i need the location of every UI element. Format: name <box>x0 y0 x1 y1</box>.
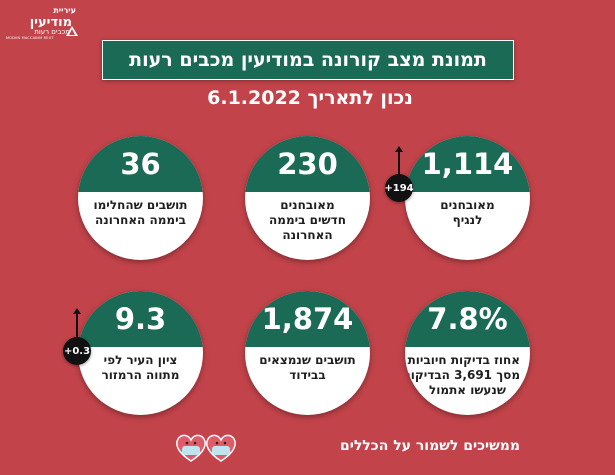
city-logo: עיריית מודיעין מכבים רעות MODIIN MACCABI… <box>6 6 78 40</box>
card-description: תושבים שנמצאים בבידוד <box>259 353 356 382</box>
logo-city-name: מודיעין <box>29 15 72 30</box>
masked-hearts-icon <box>176 434 236 462</box>
up-arrow-icon <box>395 146 403 152</box>
change-badge: +194 <box>384 174 414 202</box>
logo-english-name: MODIIN MACCABIM REUT <box>6 36 54 40</box>
card-value: 1,114 <box>421 147 514 181</box>
card-description: תושבים שהחלימו ביממה האחרונה <box>93 198 188 227</box>
card-description: ציון העיר לפי מתווה הרמזור <box>101 353 180 382</box>
logo-mark-icon <box>66 26 78 36</box>
card-value: 9.3 <box>114 302 167 336</box>
card-traffic-light-score: 9.3 ציון העיר לפי מתווה הרמזור <box>78 291 203 415</box>
up-arrow-icon <box>73 308 81 314</box>
card-value: 230 <box>277 147 338 181</box>
card-description: מאובחנים לנגיף <box>440 198 495 227</box>
card-positive-rate: 7.8% אחוז בדיקות חיוביות מסך 3,691 הבדיק… <box>405 291 530 415</box>
card-value: 36 <box>120 147 161 181</box>
change-badge: +0.3 <box>63 337 91 365</box>
card-value: 7.8% <box>427 302 508 336</box>
card-recovered: 36 תושבים שהחלימו ביממה האחרונה <box>78 136 203 260</box>
logo-top-label: עיריית <box>53 6 76 15</box>
card-isolation: 1,874 תושבים שנמצאים בבידוד <box>245 291 370 415</box>
card-total-diagnosed: 1,114 מאובחנים לנגיף <box>405 136 530 260</box>
increase-arrow-line <box>76 314 78 352</box>
card-new-diagnosed: 230 מאובחנים חדשים ביממה האחרונה <box>245 136 370 260</box>
card-description: מאובחנים חדשים ביממה האחרונה <box>269 198 346 242</box>
card-value: 1,874 <box>261 302 354 336</box>
increase-arrow-line <box>398 152 400 190</box>
logo-sub-name: מכבים רעות <box>34 28 70 36</box>
page-title: תמונת מצב קורונה במודיעין מכבים רעות <box>129 49 487 71</box>
date-line: נכון לתאריך 6.1.2022 <box>207 87 413 109</box>
card-description: אחוז בדיקות חיוביות מסך 3,691 הבדיקות שנ… <box>405 353 520 397</box>
page-title-box: תמונת מצב קורונה במודיעין מכבים רעות <box>102 40 514 80</box>
footer-message: ממשיכים לשמור על הכללים <box>339 438 520 454</box>
